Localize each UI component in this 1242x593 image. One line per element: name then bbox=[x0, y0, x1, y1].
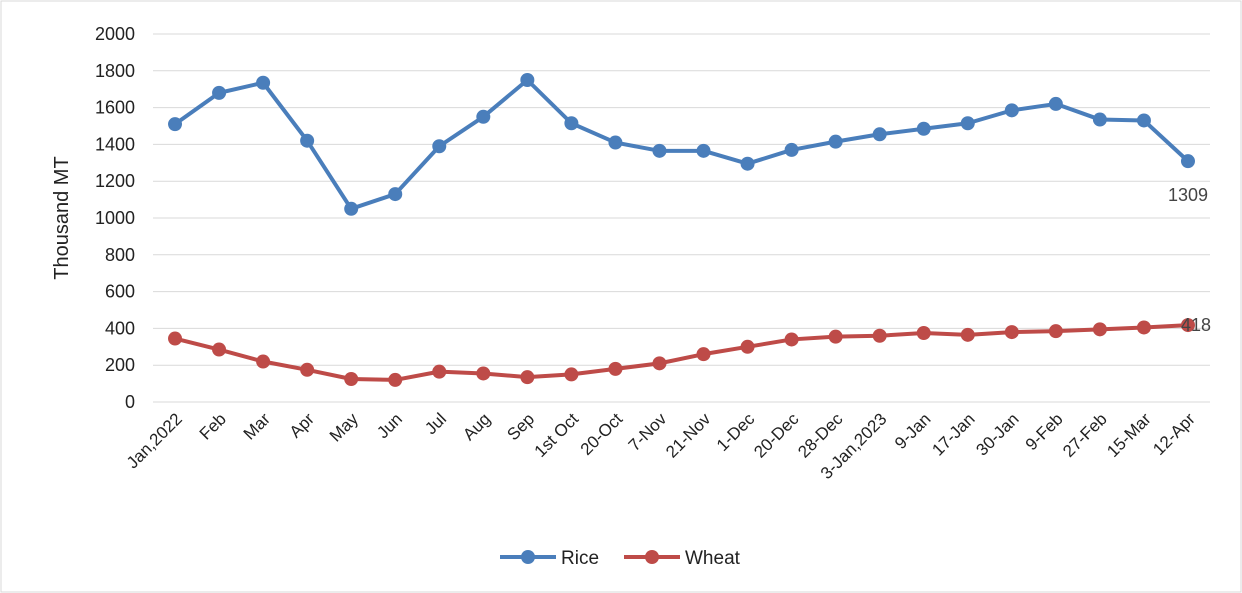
y-tick-label: 1600 bbox=[95, 98, 135, 118]
data-point bbox=[652, 143, 667, 158]
data-label: 418 bbox=[1181, 315, 1211, 335]
y-tick-label: 1400 bbox=[95, 134, 135, 154]
data-point bbox=[1180, 154, 1195, 169]
data-label: 1309 bbox=[1168, 185, 1208, 205]
data-point bbox=[520, 73, 535, 87]
y-axis-title: Thousand MT bbox=[51, 156, 73, 279]
legend-swatch-marker bbox=[645, 550, 659, 564]
legend-item-wheat: Wheat bbox=[624, 548, 741, 569]
data-point bbox=[168, 117, 183, 132]
data-point bbox=[564, 367, 579, 382]
y-tick-label: 800 bbox=[105, 245, 135, 265]
data-point bbox=[916, 121, 931, 136]
y-tick-label: 1800 bbox=[95, 61, 135, 81]
data-point bbox=[872, 328, 887, 343]
data-point bbox=[1048, 324, 1063, 339]
data-point bbox=[784, 332, 799, 347]
series-lines: 1309 418 bbox=[168, 73, 1211, 387]
data-point bbox=[344, 372, 359, 386]
data-point bbox=[872, 127, 887, 142]
series-wheat: 418 bbox=[168, 315, 1211, 387]
y-tick-label: 0 bbox=[125, 392, 135, 412]
data-point bbox=[300, 362, 315, 377]
legend-swatch-marker bbox=[521, 550, 535, 564]
y-tick-label: 200 bbox=[105, 355, 135, 375]
series-line bbox=[173, 78, 1190, 211]
series-line bbox=[174, 323, 1189, 382]
data-point bbox=[1136, 320, 1151, 335]
data-point bbox=[608, 361, 623, 376]
data-point bbox=[1004, 103, 1019, 118]
legend-label: Rice bbox=[561, 548, 599, 569]
data-point bbox=[608, 135, 623, 150]
gridlines bbox=[153, 33, 1210, 403]
series-rice: 1309 bbox=[168, 73, 1208, 216]
y-tick-label: 600 bbox=[105, 282, 135, 302]
data-point bbox=[652, 356, 667, 371]
data-point bbox=[212, 342, 227, 357]
data-point bbox=[388, 187, 403, 202]
data-point bbox=[388, 372, 403, 387]
y-tick-label: 1000 bbox=[95, 208, 135, 228]
data-point bbox=[828, 134, 843, 149]
data-point bbox=[168, 331, 183, 346]
legend: Rice Wheat bbox=[500, 548, 741, 569]
legend-label: Wheat bbox=[685, 548, 741, 569]
y-tick-label: 1200 bbox=[95, 171, 135, 191]
y-tick-label: 400 bbox=[105, 318, 135, 338]
data-point bbox=[696, 143, 711, 158]
data-point bbox=[344, 201, 359, 216]
data-point bbox=[1092, 112, 1107, 127]
data-point bbox=[960, 327, 975, 342]
data-point bbox=[564, 116, 579, 131]
data-point bbox=[1004, 325, 1019, 340]
data-point bbox=[828, 329, 843, 344]
data-point bbox=[1136, 113, 1151, 128]
data-point bbox=[784, 142, 799, 157]
data-point bbox=[916, 326, 931, 340]
data-point bbox=[960, 116, 975, 131]
data-point bbox=[256, 75, 271, 90]
data-point bbox=[476, 366, 491, 381]
data-point bbox=[476, 109, 491, 124]
y-axis-ticks: 0 200 400 600 800 1000 1200 1400 1600 1800 2000 bbox=[95, 24, 135, 412]
data-point bbox=[256, 354, 271, 369]
data-point bbox=[432, 364, 447, 379]
data-point bbox=[300, 133, 315, 148]
data-point bbox=[520, 370, 535, 385]
y-tick-label: 2000 bbox=[95, 24, 135, 44]
data-point bbox=[740, 156, 755, 171]
data-point bbox=[1048, 96, 1063, 111]
data-point bbox=[432, 139, 447, 154]
data-point bbox=[1180, 318, 1195, 333]
data-point bbox=[696, 347, 711, 362]
data-point bbox=[740, 339, 755, 354]
data-point bbox=[1092, 322, 1107, 337]
legend-item-rice: Rice bbox=[500, 548, 599, 569]
data-point bbox=[212, 85, 227, 100]
